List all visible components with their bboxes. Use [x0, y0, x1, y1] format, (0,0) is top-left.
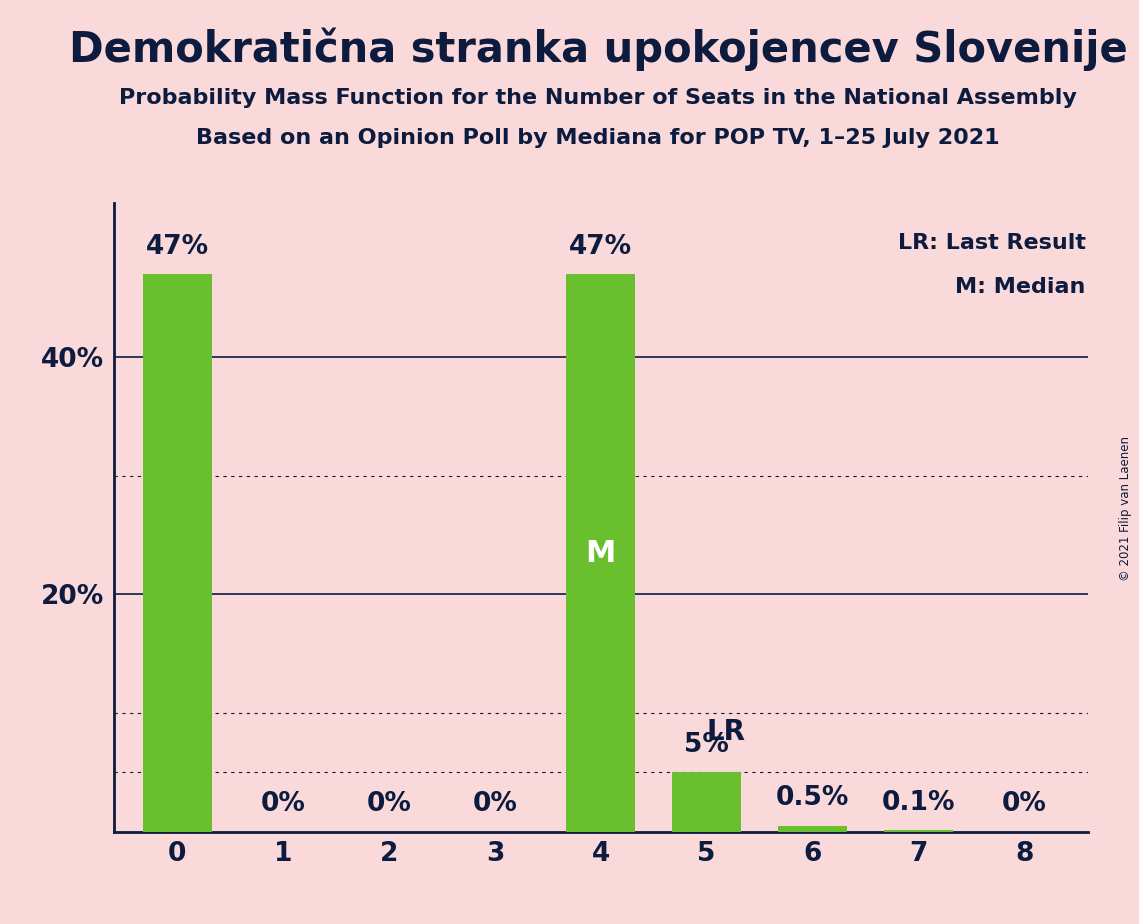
Text: 5%: 5%	[685, 732, 729, 758]
Text: 0%: 0%	[1002, 791, 1047, 818]
Text: LR: LR	[706, 718, 746, 747]
Text: © 2021 Filip van Laenen: © 2021 Filip van Laenen	[1118, 436, 1132, 580]
Text: M: Median: M: Median	[956, 277, 1085, 297]
Bar	[672, 772, 741, 832]
Text: M: M	[585, 539, 616, 567]
Text: LR: Last Result: LR: Last Result	[898, 233, 1085, 253]
Bar	[144, 274, 212, 832]
Text: 47%: 47%	[146, 234, 208, 261]
Text: 0%: 0%	[367, 791, 411, 818]
Text: 0.1%: 0.1%	[882, 790, 956, 816]
Text: Demokratična stranka upokojencev Slovenije: Demokratična stranka upokojencev Sloveni…	[68, 28, 1128, 71]
Text: 47%: 47%	[570, 234, 632, 261]
Bar	[566, 274, 636, 832]
Text: 0.5%: 0.5%	[776, 785, 850, 811]
Text: Based on an Opinion Poll by Mediana for POP TV, 1–25 July 2021: Based on an Opinion Poll by Mediana for …	[196, 128, 1000, 148]
Text: 0%: 0%	[261, 791, 305, 818]
Text: 0%: 0%	[473, 791, 517, 818]
Text: Probability Mass Function for the Number of Seats in the National Assembly: Probability Mass Function for the Number…	[120, 88, 1076, 108]
Bar	[778, 826, 847, 832]
Bar	[884, 831, 953, 832]
